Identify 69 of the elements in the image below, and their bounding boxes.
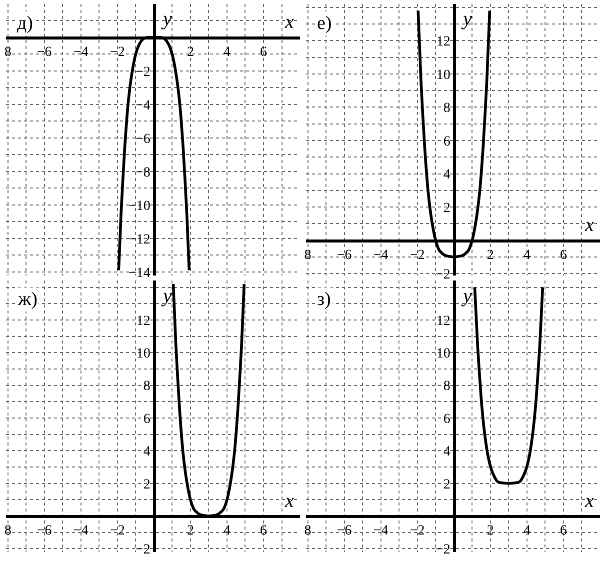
y-axis-title: y: [461, 285, 472, 307]
x-tick-label: 8: [4, 524, 12, 539]
x-tick-label: 4: [223, 45, 230, 60]
x-tick-label: 2: [186, 45, 194, 60]
x-axis-title: x: [284, 490, 294, 512]
y-tick-label: 12: [436, 34, 450, 50]
y-tick-label: 8: [443, 379, 450, 394]
y-tick-label: −12: [128, 232, 150, 248]
y-tick-label: −2: [435, 268, 450, 282]
x-tick-label: 6: [260, 524, 267, 539]
y-tick-label: 8: [143, 379, 150, 394]
y-axis-title: y: [161, 285, 172, 307]
x-tick-label: 4: [523, 524, 530, 539]
y-tick-label: 4: [143, 444, 150, 460]
x-axis-title: x: [284, 11, 294, 33]
x-tick-label: −4: [373, 524, 388, 539]
x-axis-title: x: [584, 490, 594, 512]
x-tick-label: 4: [523, 248, 530, 263]
x-tick-label: −2: [110, 524, 125, 539]
x-tick-label: 6: [260, 45, 267, 60]
y-tick-label: 2: [443, 477, 450, 492]
chart-title: ж): [17, 289, 38, 310]
x-tick-label: 4: [223, 524, 230, 539]
x-tick-label: 6: [560, 524, 567, 539]
x-tick-label: 2: [486, 524, 494, 539]
y-tick-label: 10: [436, 346, 450, 362]
x-axis-title: x: [584, 214, 594, 236]
x-tick-label: 6: [560, 248, 567, 263]
x-tick-label: 8: [304, 524, 312, 539]
y-tick-label: 6: [443, 134, 450, 150]
y-tick-label: −2: [135, 64, 150, 80]
chart-title: з): [317, 289, 331, 310]
y-tick-label: 4: [443, 444, 450, 460]
y-tick-label: 12: [136, 314, 150, 329]
x-tick-label: 2: [486, 248, 494, 263]
y-tick-label: 8: [443, 101, 450, 116]
x-tick-label: −2: [410, 248, 425, 263]
line-series: [473, 286, 544, 485]
y-tick-label: 6: [443, 412, 450, 427]
x-tick-label: −6: [36, 45, 52, 60]
text: е): [317, 13, 332, 34]
y-tick-label: 10: [436, 68, 450, 83]
y-tick-label: 2: [143, 477, 150, 492]
x-tick-label: 2: [186, 524, 194, 539]
y-tick-label: −4: [135, 98, 150, 114]
text: д): [17, 13, 33, 34]
y-tick-label: −14: [128, 266, 150, 281]
y-tick-label: 12: [436, 314, 450, 329]
x-tick-label: −2: [110, 45, 125, 60]
y-tick-label: 6: [143, 412, 150, 427]
x-tick-label: 8: [4, 45, 12, 60]
y-axis-title: y: [461, 8, 472, 30]
y-tick-label: −2: [135, 542, 150, 558]
x-tick-label: −4: [73, 45, 88, 60]
x-tick-label: −6: [36, 524, 52, 539]
y-axis-title: y: [161, 8, 172, 30]
y-tick-label: −10: [128, 198, 150, 214]
y-tick-label: −2: [435, 542, 450, 558]
y-tick-label: 4: [443, 168, 450, 183]
x-tick-label: −6: [336, 248, 352, 263]
y-tick-label: −6: [135, 132, 150, 147]
x-tick-label: −2: [410, 524, 425, 539]
x-tick-label: −4: [73, 524, 88, 539]
y-tick-label: −8: [135, 165, 150, 180]
x-tick-label: 8: [304, 248, 312, 263]
x-tick-label: −4: [373, 248, 388, 263]
y-tick-label: 10: [136, 346, 150, 362]
x-tick-label: −6: [336, 524, 352, 539]
y-tick-label: 2: [443, 200, 450, 216]
